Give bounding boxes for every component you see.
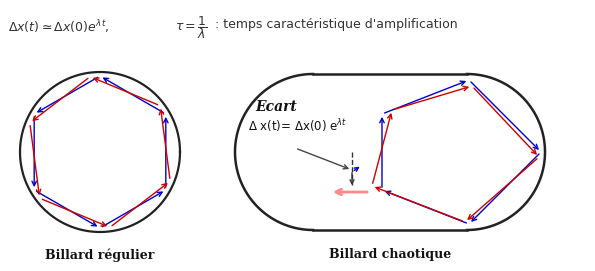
Text: : temps caractéristique d'amplification: : temps caractéristique d'amplification — [215, 18, 458, 31]
Text: $\Delta x(t) \simeq \Delta x(0)e^{\lambda t}$,: $\Delta x(t) \simeq \Delta x(0)e^{\lambd… — [8, 18, 109, 35]
Text: Ecart: Ecart — [255, 100, 297, 114]
Text: Billard chaotique: Billard chaotique — [329, 248, 451, 261]
Text: $\Delta$ x(t)= $\Delta$x(0) e$^{\lambda t}$: $\Delta$ x(t)= $\Delta$x(0) e$^{\lambda … — [248, 117, 347, 135]
Text: $\tau = \dfrac{1}{\lambda}$: $\tau = \dfrac{1}{\lambda}$ — [175, 14, 208, 41]
Text: Billard régulier: Billard régulier — [45, 248, 155, 262]
